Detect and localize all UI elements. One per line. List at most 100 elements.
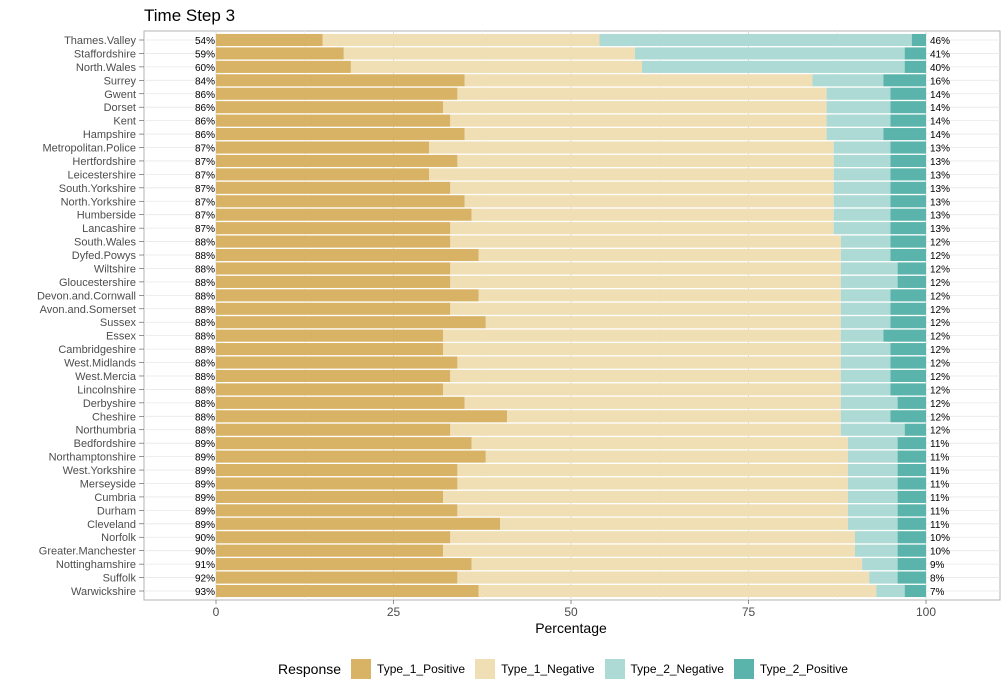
- legend: Response Type_1_Positive Type_1_Negative T…: [278, 657, 858, 681]
- right-pct-label: 12%: [930, 412, 950, 423]
- bar-segment: [634, 47, 905, 60]
- bar-segment: [216, 356, 458, 369]
- bar-segment: [429, 168, 834, 181]
- bar-segment: [216, 262, 451, 275]
- left-pct-label: 88%: [195, 264, 215, 275]
- right-pct-label: 13%: [930, 170, 950, 181]
- left-pct-label: 93%: [195, 587, 215, 598]
- bar-segment: [897, 477, 926, 490]
- category-label: Kent: [113, 116, 136, 128]
- bar-segment: [216, 114, 451, 127]
- bar-segment: [450, 302, 841, 315]
- left-pct-label: 87%: [195, 224, 215, 235]
- bar-segment: [833, 195, 891, 208]
- right-pct-label: 12%: [930, 426, 950, 437]
- bar-segment: [840, 235, 891, 248]
- bar-segment: [500, 517, 848, 530]
- category-label: Norfolk: [101, 532, 136, 544]
- bar-segment: [862, 558, 898, 571]
- category-label: South.Wales: [74, 237, 136, 249]
- left-pct-label: 87%: [195, 144, 215, 155]
- bar-segment: [847, 477, 898, 490]
- bar-segment: [890, 248, 926, 262]
- bar-segment: [826, 101, 891, 114]
- bar-segment: [847, 490, 898, 503]
- category-label: North.Yorkshire: [61, 196, 136, 208]
- bar-segment: [216, 154, 458, 167]
- bar-segment: [897, 517, 926, 530]
- bar-segment: [443, 101, 827, 114]
- bar-segment: [343, 47, 635, 60]
- left-pct-label: 89%: [195, 506, 215, 517]
- left-pct-label: 88%: [195, 372, 215, 383]
- bar-segment: [216, 101, 444, 114]
- bar-segment: [897, 531, 926, 544]
- right-pct-label: 11%: [930, 479, 949, 490]
- right-pct-label: 41%: [930, 49, 950, 60]
- bar-segment: [840, 423, 905, 436]
- right-pct-label: 11%: [930, 493, 949, 504]
- bar-segment: [471, 208, 834, 221]
- bar-segment: [826, 114, 891, 127]
- right-pct-label: 14%: [930, 130, 950, 141]
- left-pct-label: 89%: [195, 453, 215, 464]
- bar-segment: [897, 571, 926, 584]
- chart-title: Time Step 3: [144, 6, 236, 25]
- category-label: Durham: [97, 505, 136, 517]
- left-pct-label: 88%: [195, 359, 215, 370]
- bar-segment: [216, 504, 458, 517]
- bar-segment: [443, 343, 841, 356]
- bar-segment: [890, 101, 926, 114]
- right-pct-label: 13%: [930, 224, 950, 235]
- left-pct-label: 86%: [195, 130, 215, 141]
- bar-segment: [869, 571, 898, 584]
- bar-segment: [840, 369, 891, 383]
- bar-segment: [904, 423, 926, 436]
- bar-segment: [890, 168, 926, 181]
- category-label: Gloucestershire: [59, 277, 136, 289]
- x-tick-label: 100: [916, 605, 936, 619]
- bar-segment: [847, 437, 898, 450]
- bar-segment: [485, 450, 848, 463]
- category-label: Wiltshire: [94, 263, 136, 275]
- bar-segment: [890, 87, 926, 100]
- right-pct-label: 46%: [930, 36, 950, 47]
- category-label: Northamptonshire: [49, 452, 136, 464]
- bar-segment: [457, 571, 870, 584]
- bar-segment: [485, 316, 841, 329]
- bar-segment: [897, 262, 926, 275]
- category-label: West.Midlands: [64, 358, 136, 370]
- category-label: Cambridgeshire: [58, 344, 136, 356]
- left-pct-label: 87%: [195, 170, 215, 181]
- bar-segment: [216, 558, 472, 571]
- left-pct-label: 84%: [195, 76, 215, 87]
- bar-segment: [457, 464, 848, 477]
- bar-segment: [216, 74, 465, 87]
- bar-segment: [216, 181, 451, 194]
- legend-swatch: [475, 659, 496, 679]
- category-label: Staffordshire: [74, 48, 136, 60]
- bar-segment: [450, 423, 841, 436]
- left-pct-label: 91%: [195, 560, 215, 571]
- bar-segment: [897, 544, 926, 557]
- bar-segment: [890, 114, 926, 127]
- category-label: Northumbria: [75, 425, 136, 437]
- category-label: Nottinghamshire: [56, 559, 136, 571]
- bar-segment: [890, 356, 926, 369]
- bar-segment: [890, 222, 926, 235]
- left-pct-label: 88%: [195, 318, 215, 329]
- bar-segment: [890, 141, 926, 154]
- bar-segment: [897, 464, 926, 477]
- category-label: Avon.and.Somerset: [40, 304, 136, 316]
- bar-segment: [847, 450, 898, 463]
- category-label: Bedfordshire: [74, 438, 136, 450]
- bar-segment: [897, 490, 926, 503]
- right-pct-label: 12%: [930, 345, 950, 356]
- right-pct-label: 10%: [930, 533, 950, 544]
- category-label: Cleveland: [87, 519, 136, 531]
- category-label: West.Yorkshire: [63, 465, 136, 477]
- bar-segment: [216, 423, 451, 436]
- bar-segment: [457, 154, 834, 167]
- bar-segment: [216, 450, 486, 463]
